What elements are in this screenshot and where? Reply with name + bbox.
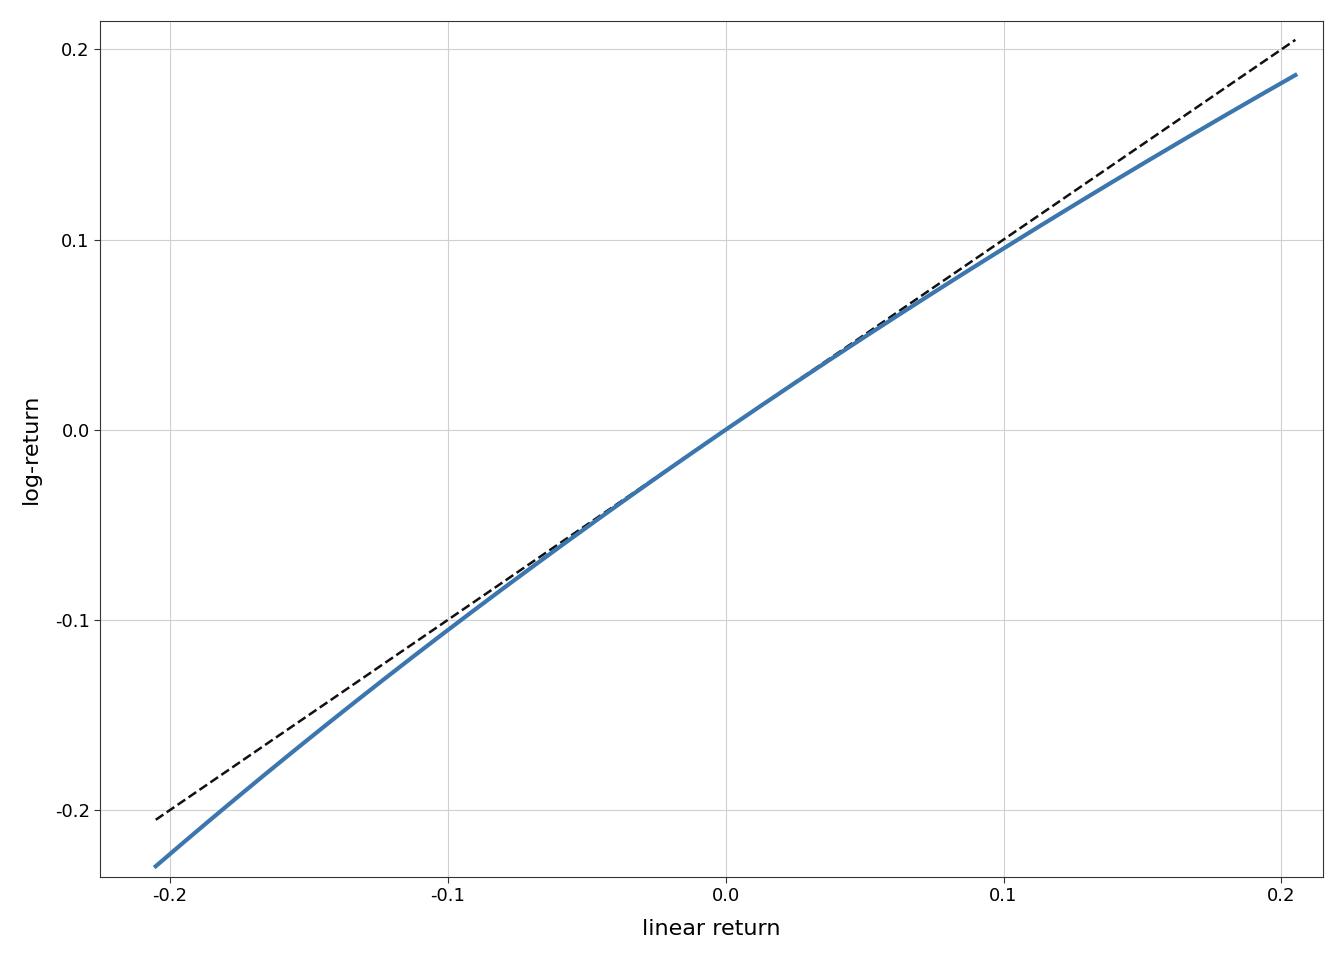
X-axis label: linear return: linear return xyxy=(642,919,781,939)
Y-axis label: log-return: log-return xyxy=(22,394,40,504)
